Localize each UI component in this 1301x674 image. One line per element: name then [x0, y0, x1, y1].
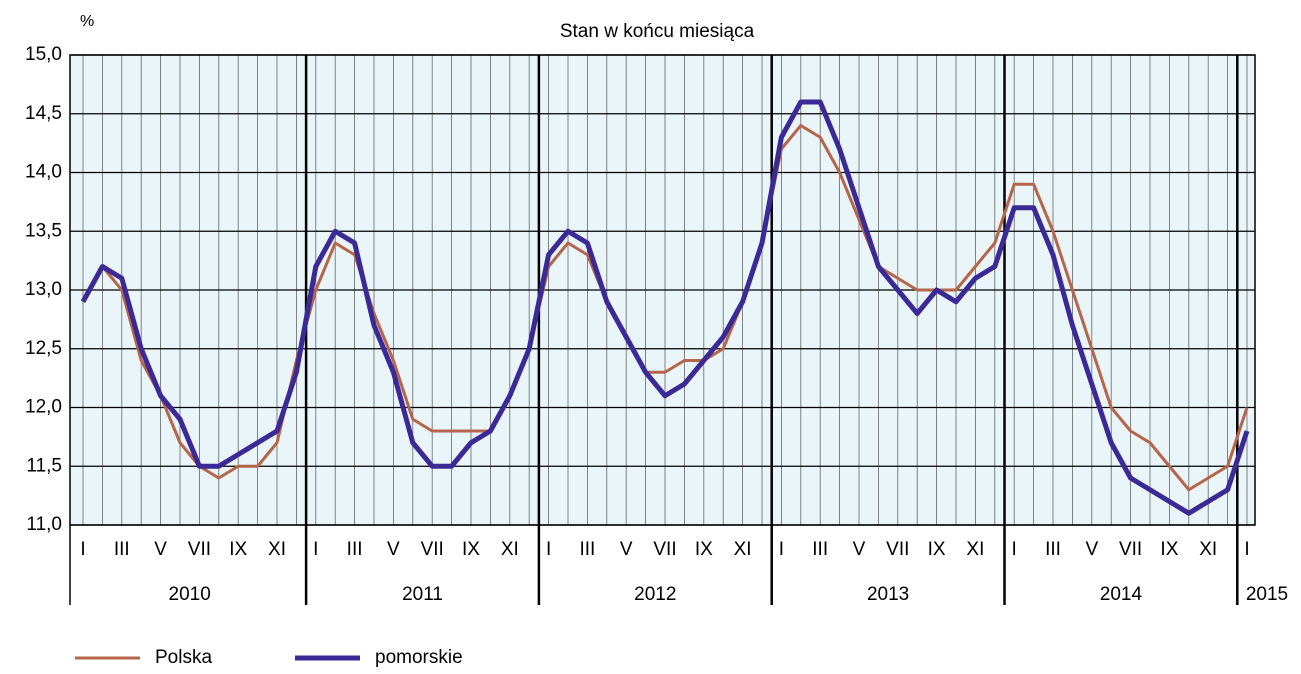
x-tick-label: I [80, 539, 85, 560]
x-tick-label: I [779, 539, 784, 560]
y-tick-label: 11,5 [26, 455, 62, 476]
x-tick-label: I [1012, 539, 1017, 560]
year-label: 2014 [1100, 584, 1143, 605]
x-tick-label: IX [928, 539, 946, 560]
y-tick-label: 12,0 [25, 397, 62, 418]
legend-label: pomorskie [375, 647, 463, 668]
y-tick-label: 13,5 [25, 220, 62, 241]
x-tick-label: III [1045, 539, 1061, 560]
x-tick-label: VII [421, 539, 444, 560]
year-label: 2012 [634, 584, 676, 605]
x-tick-label: V [620, 539, 633, 560]
x-tick-label: III [579, 539, 595, 560]
x-tick-label: V [1085, 539, 1098, 560]
x-tick-label: I [546, 539, 551, 560]
x-tick-label: V [387, 539, 400, 560]
year-label: 2011 [402, 584, 443, 605]
y-tick-label: 14,0 [25, 162, 62, 183]
y-tick-label: 13,0 [25, 279, 62, 300]
y-tick-label: 12,5 [25, 338, 62, 359]
year-label: 2013 [867, 584, 909, 605]
x-tick-label: XI [268, 539, 286, 560]
x-tick-label: VII [1119, 539, 1142, 560]
y-tick-label: 15,0 [25, 44, 62, 65]
legend-label: Polska [155, 647, 212, 668]
x-tick-label: III [812, 539, 828, 560]
x-tick-label: VII [886, 539, 909, 560]
x-tick-label: IX [1160, 539, 1178, 560]
series-line [80, 99, 1250, 516]
year-label: 2010 [169, 584, 211, 605]
x-tick-label: V [154, 539, 167, 560]
chart-title: Stan w końcu miesiąca [560, 21, 755, 42]
x-tick-label: I [313, 539, 318, 560]
plot-frame [69, 54, 1256, 526]
x-tick-label: I [1244, 539, 1249, 560]
x-tick-label: IX [695, 539, 713, 560]
x-tick-label: XI [1199, 539, 1217, 560]
x-tick-label: XI [966, 539, 984, 560]
y-unit: % [80, 13, 94, 30]
x-tick-label: IX [462, 539, 480, 560]
x-tick-label: III [347, 539, 363, 560]
year-label: 2015 [1246, 584, 1288, 605]
x-tick-label: VII [653, 539, 676, 560]
x-tick-label: III [114, 539, 130, 560]
x-tick-label: VII [188, 539, 211, 560]
x-tick-label: IX [229, 539, 247, 560]
series-line [81, 124, 1249, 492]
x-tick-label: XI [501, 539, 519, 560]
y-tick-label: 14,5 [25, 103, 62, 124]
x-tick-label: XI [734, 539, 752, 560]
x-tick-label: V [853, 539, 866, 560]
y-tick-label: 11,0 [26, 514, 62, 535]
